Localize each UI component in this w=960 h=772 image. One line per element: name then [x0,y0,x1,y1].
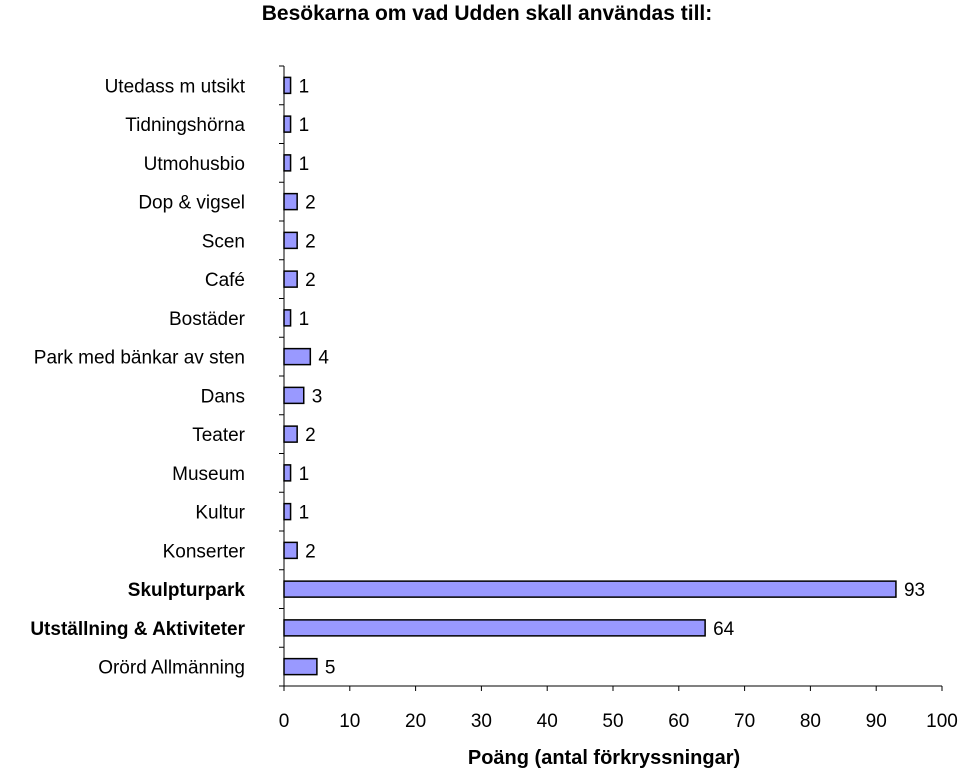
bar [283,464,292,482]
bar [283,76,292,95]
x-tick-label: 0 [279,711,290,732]
data-label: 2 [305,231,316,252]
x-tick-label: 80 [800,711,821,732]
x-tick-label: 30 [471,711,492,732]
category-label: Dop & vigsel [138,193,245,214]
category-labels: Utedass m utsikt Tidningshörna Utmohusbio D… [30,76,245,678]
data-label: 64 [713,619,735,640]
data-label: 1 [299,309,310,330]
x-tick-label: 70 [734,711,755,732]
bar [283,657,318,676]
x-tick-label: 10 [339,711,360,732]
data-label: 2 [305,270,316,291]
category-label: Skulpturpark [128,580,246,601]
bar [283,309,292,327]
category-label: Tidningshörna [125,115,245,136]
data-label: 1 [299,115,310,136]
category-label: Bostäder [169,309,246,330]
bar [283,115,292,133]
x-axis [283,685,943,691]
x-axis-label: Poäng (antal förkryssningar) [468,747,740,769]
bar [283,541,298,560]
category-label: Dans [201,386,245,407]
data-label: 2 [305,193,316,214]
category-label: Utedass m utsikt [105,76,246,97]
bar [283,192,298,211]
y-axis [279,65,285,687]
bar [283,619,706,637]
data-label: 4 [318,348,329,369]
bar [283,270,298,288]
data-label: 1 [299,76,310,97]
data-label: 2 [305,541,316,562]
bar [283,580,897,598]
category-label: Teater [192,425,245,446]
data-label: 2 [305,425,316,446]
category-label: Park med bänkar av sten [34,348,245,369]
bars [283,76,897,676]
category-label: Orörd Allmänning [98,658,245,679]
category-label: Museum [172,464,245,485]
bar [283,154,292,172]
data-label: 3 [312,386,323,407]
bar [283,231,298,250]
chart-title: Besökarna om vad Udden skall användas ti… [262,2,713,25]
x-tick-label: 100 [926,711,958,732]
data-label: 1 [299,464,310,485]
category-label: Kultur [195,503,245,524]
bar [283,502,292,521]
data-label: 93 [904,580,925,601]
category-label: Scen [202,231,245,252]
category-label: Utställning & Aktiviteter [30,619,245,640]
category-label: Café [205,270,245,291]
data-label: 5 [325,658,336,679]
x-tick-label: 60 [668,711,689,732]
category-label: Utmohusbio [144,154,245,175]
x-tick-label: 20 [405,711,426,732]
x-tick-label: 40 [537,711,558,732]
data-label: 1 [299,154,310,175]
data-label: 1 [299,503,310,524]
category-label: Konserter [163,541,246,562]
bar [283,386,305,405]
bar [283,425,298,443]
bar [283,347,312,366]
x-tick-labels: 0 10 20 30 40 50 60 70 80 90 100 [279,711,958,732]
x-tick-label: 90 [866,711,887,732]
x-tick-label: 50 [602,711,623,732]
